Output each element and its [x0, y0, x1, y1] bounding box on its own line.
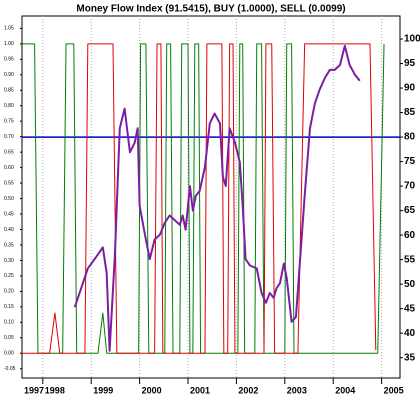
- y2-tick-label: 90: [404, 83, 416, 94]
- x-tick-label: 2003: [287, 385, 307, 395]
- x-tick-label: 2002: [238, 385, 258, 395]
- y-tick-label: 0.15: [4, 304, 14, 310]
- y-tick-label: 1.00: [4, 41, 14, 47]
- y2-tick-label: 95: [404, 58, 416, 69]
- y2-tick-label: 40: [404, 328, 416, 339]
- y-tick-label: 0.90: [4, 72, 14, 78]
- y-tick-label: 0.65: [4, 149, 14, 155]
- y2-tick-label: 50: [404, 279, 416, 290]
- y2-tick-label: 80: [404, 132, 416, 143]
- x-tick-label: 1998: [45, 385, 65, 395]
- y-tick-label: 0.00: [4, 351, 14, 357]
- series-line: [22, 43, 385, 354]
- y2-tick-label: 70: [404, 181, 416, 192]
- x-tick-label: 2000: [142, 385, 162, 395]
- x-tick-label: 2001: [190, 385, 210, 395]
- y-tick-label: 0.25: [4, 273, 14, 279]
- y-tick-label: 0.75: [4, 119, 14, 125]
- chart-title: Money Flow Index (91.5415), BUY (1.0000)…: [76, 4, 345, 15]
- y-tick-label: 0.70: [4, 134, 14, 140]
- y-tick-label: 0.60: [4, 165, 14, 171]
- y-tick-label: 0.80: [4, 103, 14, 109]
- x-tick-label: 1997: [24, 385, 44, 395]
- y-tick-label: 0.55: [4, 180, 14, 186]
- y-tick-label: 0.30: [4, 258, 14, 264]
- y2-tick-label: 35: [404, 352, 416, 363]
- y-tick-label: -0.05: [4, 366, 16, 372]
- y-tick-label: 0.35: [4, 242, 14, 248]
- series-line: [22, 43, 377, 354]
- y-tick-label: 0.10: [4, 320, 14, 326]
- y-tick-label: 0.50: [4, 196, 14, 202]
- series-line: [73, 44, 361, 352]
- y2-tick-label: 60: [404, 230, 416, 241]
- y-tick-label: 1.05: [4, 26, 14, 32]
- y2-tick-label: 100: [404, 34, 420, 45]
- y2-tick-label: 55: [404, 254, 416, 265]
- y2-tick-label: 45: [404, 303, 416, 314]
- plot-frame: [21, 15, 401, 379]
- x-tick-label: 2004: [335, 385, 355, 395]
- y-tick-label: 0.20: [4, 289, 14, 295]
- y2-tick-label: 75: [404, 156, 416, 167]
- y-tick-label: 0.45: [4, 211, 14, 217]
- y-tick-label: 0.05: [4, 335, 14, 341]
- y-tick-label: 0.40: [4, 227, 14, 233]
- y2-tick-label: 65: [404, 205, 416, 216]
- x-tick-label: 1999: [93, 385, 113, 395]
- y-tick-label: 0.85: [4, 88, 14, 94]
- y2-tick-label: 85: [404, 107, 416, 118]
- y-tick-label: 0.95: [4, 57, 14, 63]
- x-tick-label: 2005: [384, 385, 404, 395]
